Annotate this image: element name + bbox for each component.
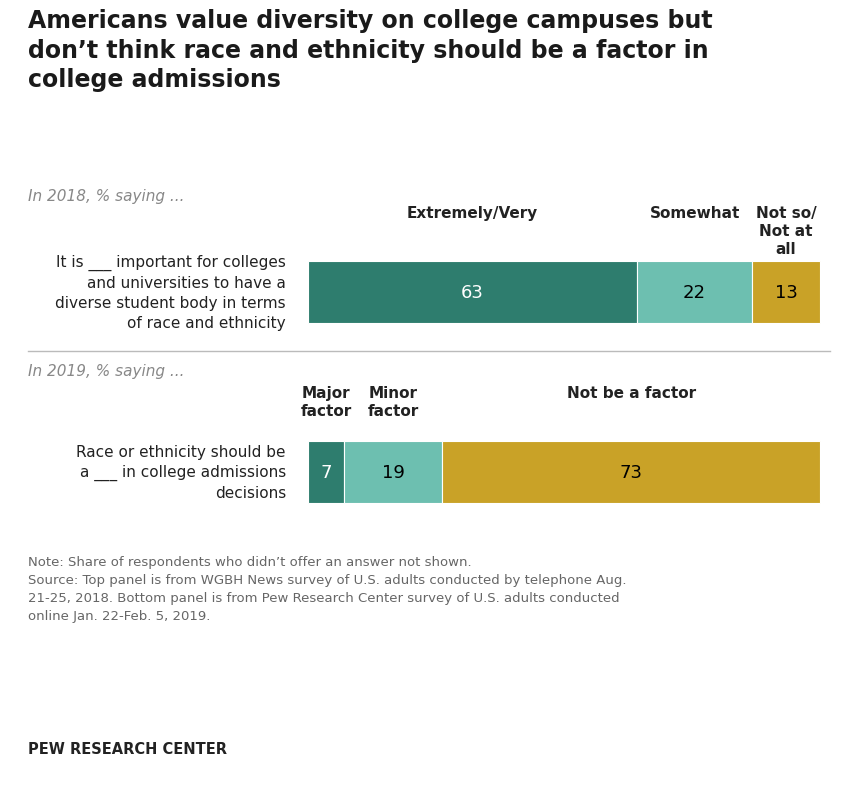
Bar (442, 442, 820, 503)
Text: PEW RESEARCH CENTER: PEW RESEARCH CENTER (28, 741, 227, 756)
Bar (308, 442, 344, 503)
Bar (637, 262, 752, 324)
Text: Minor
factor: Minor factor (368, 385, 419, 418)
Text: 63: 63 (461, 283, 484, 302)
Text: It is ___ important for colleges
and universities to have a
diverse student body: It is ___ important for colleges and uni… (56, 255, 286, 330)
Text: Not be a factor: Not be a factor (566, 385, 695, 401)
Text: 13: 13 (775, 283, 798, 302)
Bar (344, 442, 442, 503)
Bar (752, 262, 820, 324)
Text: In 2019, % saying ...: In 2019, % saying ... (28, 364, 185, 378)
Text: 73: 73 (619, 463, 643, 482)
Text: 22: 22 (683, 283, 706, 302)
Text: Extremely/Very: Extremely/Very (407, 206, 538, 221)
Text: Americans value diversity on college campuses but
don’t think race and ethnicity: Americans value diversity on college cam… (28, 9, 712, 92)
Text: Not so/
Not at
all: Not so/ Not at all (755, 206, 816, 257)
Text: In 2018, % saying ...: In 2018, % saying ... (28, 189, 185, 204)
Text: Race or ethnicity should be
a ___ in college admissions
decisions: Race or ethnicity should be a ___ in col… (77, 445, 286, 500)
Text: 19: 19 (381, 463, 405, 482)
Text: Somewhat: Somewhat (649, 206, 740, 221)
Text: Major
factor: Major factor (300, 385, 352, 418)
Text: online Jan. 22-Feb. 5, 2019.: online Jan. 22-Feb. 5, 2019. (28, 609, 210, 622)
Text: 7: 7 (321, 463, 332, 482)
Text: Note: Share of respondents who didn’t offer an answer not shown.: Note: Share of respondents who didn’t of… (28, 556, 472, 569)
Bar (308, 262, 637, 324)
Text: 21-25, 2018. Bottom panel is from Pew Research Center survey of U.S. adults cond: 21-25, 2018. Bottom panel is from Pew Re… (28, 591, 619, 604)
Text: Source: Top panel is from WGBH News survey of U.S. adults conducted by telephone: Source: Top panel is from WGBH News surv… (28, 573, 626, 586)
